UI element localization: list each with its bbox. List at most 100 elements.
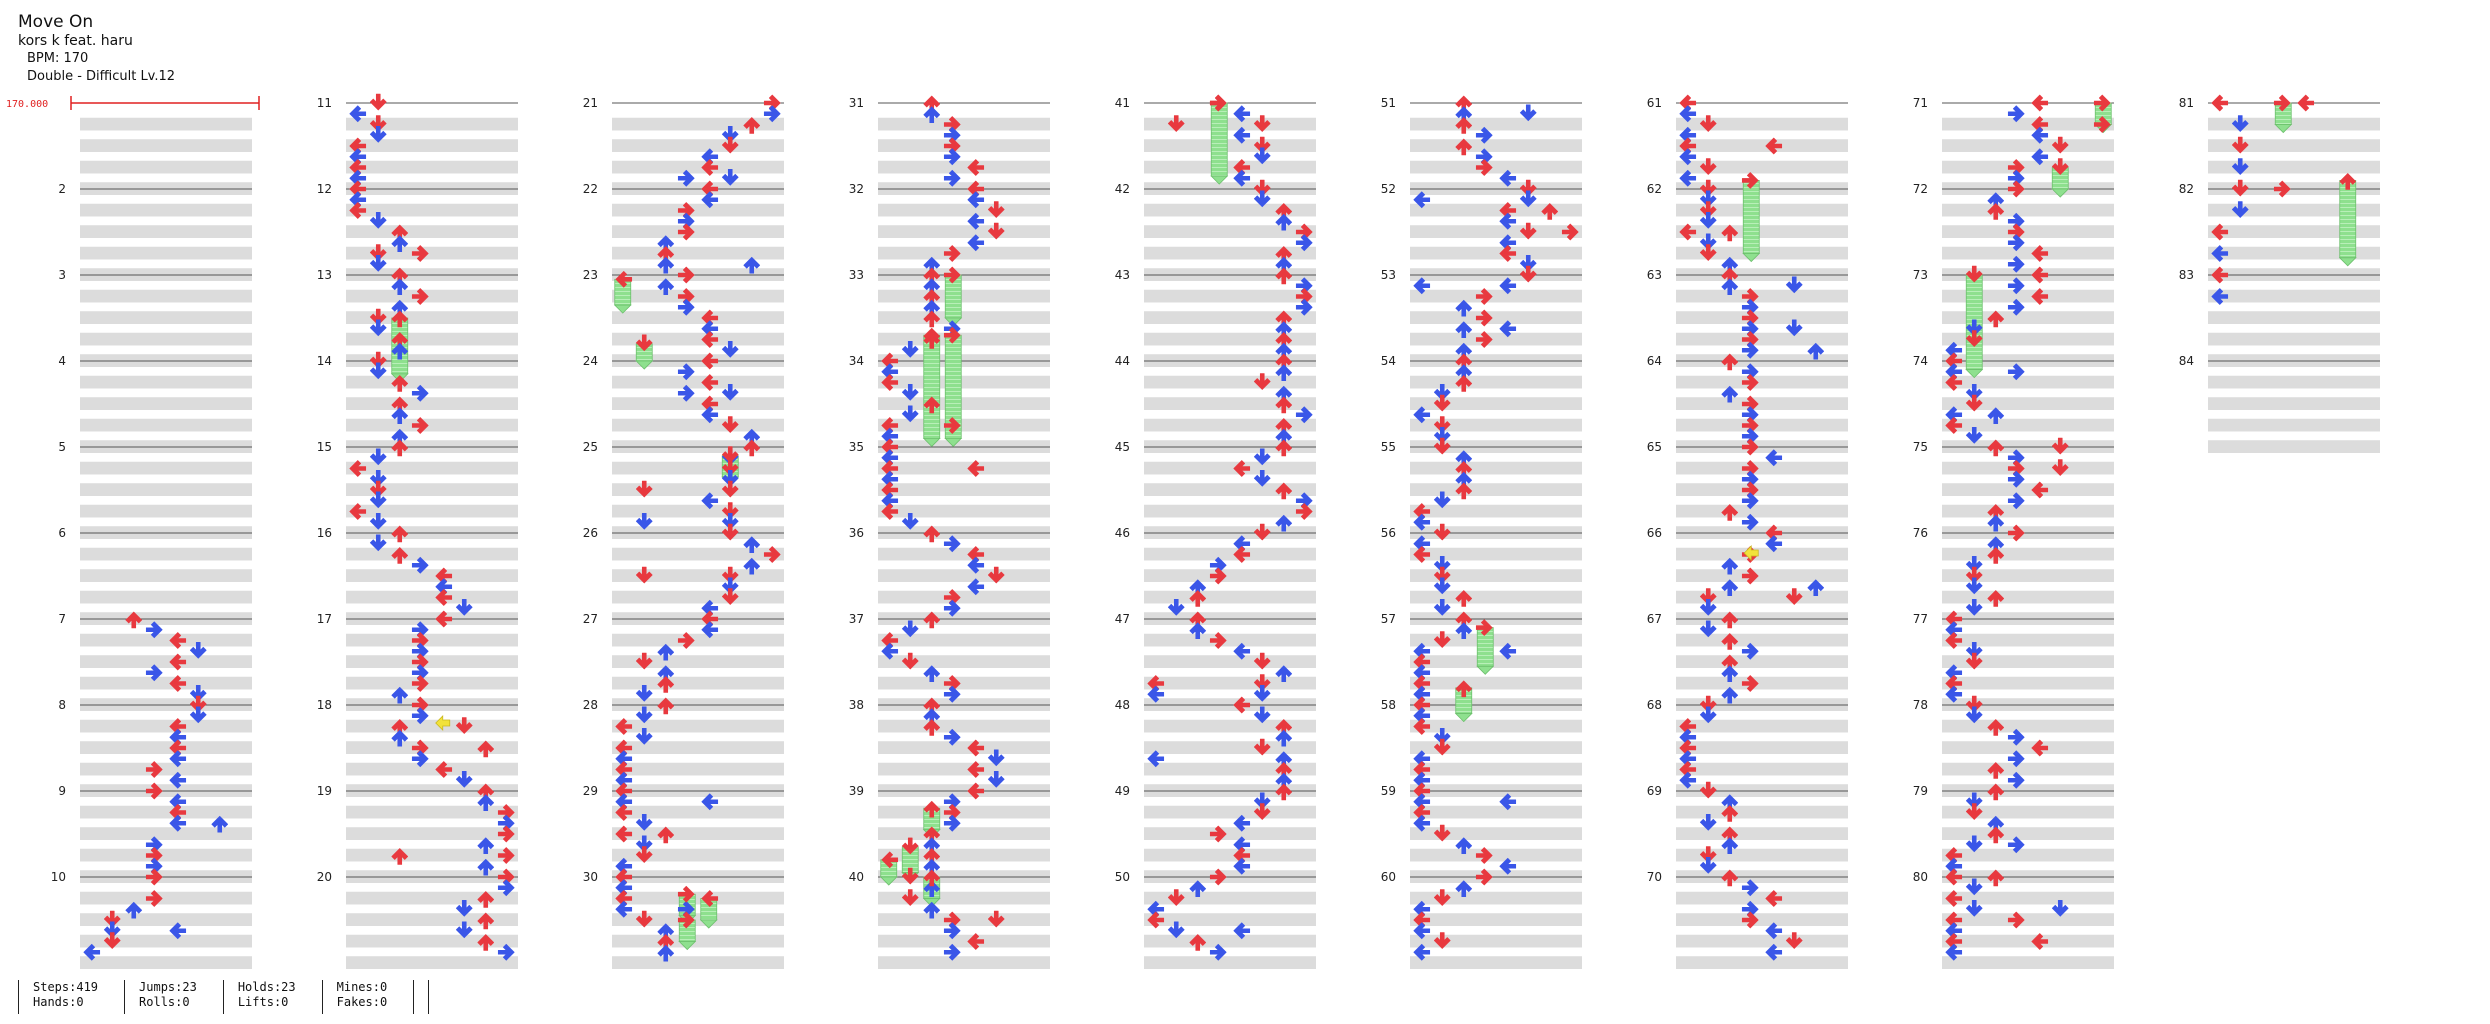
arrow-note-icon bbox=[1699, 158, 1717, 175]
arrow-note-icon bbox=[169, 814, 187, 832]
arrow-note-icon bbox=[635, 727, 653, 745]
measure-2: 2 bbox=[58, 182, 252, 281]
measure-number: 24 bbox=[583, 354, 598, 368]
arrow-note-icon bbox=[369, 534, 387, 552]
arrow-note-icon bbox=[2231, 201, 2249, 218]
arrow-note-icon bbox=[721, 340, 739, 358]
beat-stripe bbox=[1410, 913, 1582, 926]
arrow-note-icon bbox=[2031, 94, 2049, 112]
beat-stripe bbox=[346, 418, 518, 432]
arrow-note-icon bbox=[1233, 857, 1251, 875]
beat-stripe bbox=[1942, 934, 2114, 948]
arrow-note-icon bbox=[967, 212, 985, 230]
arrow-note-icon bbox=[701, 406, 719, 424]
arrow-note-icon bbox=[1765, 943, 1783, 961]
beat-stripe bbox=[1942, 956, 2114, 969]
stats-footer: Steps:419 Hands:0 Jumps:23 Rolls:0 Holds… bbox=[18, 980, 430, 1014]
beat-stripe bbox=[878, 246, 1050, 260]
arrow-note-icon bbox=[1209, 825, 1227, 843]
measure-52: 52 bbox=[1381, 182, 1582, 281]
arrow-note-icon bbox=[615, 900, 633, 918]
arrow-note-icon bbox=[1167, 889, 1185, 906]
measure-35: 35 bbox=[849, 440, 1050, 539]
arrow-note-icon bbox=[1275, 396, 1293, 414]
arrow-note-icon bbox=[1209, 94, 1227, 112]
arrow-note-icon bbox=[1741, 675, 1759, 692]
song-header: Move On kors k feat. haru BPM: 170 Doubl… bbox=[18, 12, 175, 86]
arrow-note-icon bbox=[1475, 619, 1493, 636]
arrow-note-icon bbox=[1275, 364, 1293, 382]
arrow-note-icon bbox=[967, 191, 985, 209]
arrow-note-icon bbox=[1945, 868, 1963, 886]
beat-stripe bbox=[612, 934, 784, 948]
measure-number: 68 bbox=[1647, 698, 1662, 712]
arrow-note-icon bbox=[1455, 590, 1473, 607]
arrow-note-icon bbox=[657, 826, 675, 844]
arrow-note-icon bbox=[349, 503, 367, 520]
arrow-note-icon bbox=[1699, 244, 1717, 261]
measure-number: 38 bbox=[849, 698, 864, 712]
arrow-note-icon bbox=[1433, 824, 1451, 842]
beat-stripe bbox=[1942, 633, 2114, 647]
measure-11: 11 bbox=[317, 96, 518, 195]
measure-67: 67 bbox=[1647, 612, 1848, 711]
measure-number: 71 bbox=[1913, 96, 1928, 110]
arrow-note-icon bbox=[1721, 557, 1739, 575]
measure-number: 19 bbox=[317, 784, 332, 798]
beat-stripe bbox=[1676, 719, 1848, 733]
measure-number: 81 bbox=[2179, 96, 2194, 110]
arrow-note-icon bbox=[1413, 406, 1431, 424]
arrow-note-icon bbox=[657, 697, 675, 715]
arrow-note-icon bbox=[1699, 856, 1717, 874]
arrow-note-icon bbox=[1721, 385, 1739, 403]
arrow-note-icon bbox=[1987, 439, 2005, 457]
arrow-note-icon bbox=[2211, 266, 2229, 284]
arrow-note-icon bbox=[677, 885, 695, 903]
arrow-note-icon bbox=[677, 384, 695, 402]
beat-stripe bbox=[1410, 934, 1582, 948]
arrow-note-icon bbox=[1253, 190, 1271, 208]
arrow-note-icon bbox=[1233, 460, 1251, 477]
arrow-note-icon bbox=[721, 416, 739, 433]
arrow-note-icon bbox=[987, 910, 1005, 928]
measure-number: 64 bbox=[1647, 354, 1662, 368]
arrow-note-icon bbox=[1413, 943, 1431, 961]
beat-stripe bbox=[346, 891, 518, 905]
measure-55: 55 bbox=[1381, 440, 1582, 539]
beat-stripe bbox=[612, 633, 784, 647]
arrow-note-icon bbox=[1741, 341, 1759, 359]
beat-stripe bbox=[1676, 160, 1848, 174]
measure-83: 83 bbox=[2179, 268, 2380, 367]
arrow-note-icon bbox=[1721, 611, 1739, 629]
arrow-note-icon bbox=[1987, 719, 2005, 736]
arrow-note-icon bbox=[2007, 750, 2025, 768]
arrow-note-icon bbox=[721, 383, 739, 401]
measure-number: 65 bbox=[1647, 440, 1662, 454]
measure-number: 36 bbox=[849, 526, 864, 540]
stat-end-divider bbox=[413, 980, 430, 1014]
arrow-note-icon bbox=[1275, 665, 1293, 683]
beat-stripe bbox=[80, 397, 252, 410]
arrow-note-icon bbox=[1253, 147, 1271, 165]
stat-holds: Holds:23 bbox=[237, 980, 296, 994]
stat-group-holds: Holds:23 Lifts:0 bbox=[222, 980, 322, 1014]
hold-body bbox=[2051, 167, 2070, 198]
measure-71: 71 bbox=[1913, 96, 2114, 195]
arrow-note-icon bbox=[1741, 513, 1759, 531]
arrow-note-icon bbox=[1147, 750, 1165, 768]
beat-stripe bbox=[612, 762, 784, 776]
arrow-note-icon bbox=[1721, 278, 1739, 296]
measure-13: 13 bbox=[317, 268, 518, 367]
measure-number: 16 bbox=[317, 526, 332, 540]
beat-stripe bbox=[1942, 655, 2114, 668]
beat-stripe bbox=[1144, 397, 1316, 410]
hold-notes bbox=[390, 102, 2357, 951]
arrow-note-icon bbox=[349, 460, 367, 477]
beat-stripe bbox=[878, 332, 1050, 346]
measure-number: 70 bbox=[1647, 870, 1662, 884]
beat-stripe bbox=[1676, 590, 1848, 604]
beat-stripe bbox=[346, 117, 518, 131]
beat-stripe bbox=[80, 827, 252, 840]
arrow-note-icon bbox=[411, 675, 429, 692]
